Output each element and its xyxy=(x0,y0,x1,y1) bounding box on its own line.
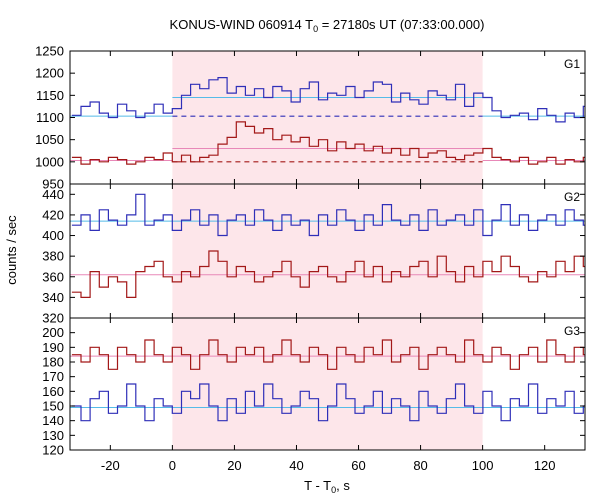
chart-title-suffix: = 27180s UT (07:33:00.000) xyxy=(318,17,484,32)
y-tick-label: 340 xyxy=(42,290,64,305)
x-tick-labels: -20 0 20 40 60 80 100 120 xyxy=(101,458,556,473)
y-tick-label: 1200 xyxy=(35,66,64,81)
g1-red-series-line xyxy=(71,121,585,165)
chart-title: KONUS-WIND 060914 T0 = 27180s UT (07:33:… xyxy=(170,17,485,34)
panel-label: G1 xyxy=(564,57,580,71)
y-tick-label: 1150 xyxy=(36,88,64,103)
x-tick-label: 20 xyxy=(227,458,241,473)
y-tick-label: 1050 xyxy=(35,132,64,147)
g3-red-series-line xyxy=(71,339,585,370)
x-tick-label: 60 xyxy=(351,458,365,473)
y-tick-label: 400 xyxy=(42,228,64,243)
y-tick-label: 1000 xyxy=(35,154,64,169)
y-tick-label: 180 xyxy=(42,355,64,370)
panel-label: G3 xyxy=(564,324,580,338)
y-tick-label: 380 xyxy=(42,249,64,264)
x-tick-label: 40 xyxy=(289,458,303,473)
g1-blue-series-line xyxy=(71,77,585,123)
y-tick-label: 360 xyxy=(42,269,64,284)
x-axis-label-subscript: 0 xyxy=(331,485,336,495)
y-tick-label: 440 xyxy=(42,187,64,202)
x-tick-label: -20 xyxy=(101,458,120,473)
x-axis-label: T - T0, s xyxy=(304,478,350,495)
y-tick-label: 150 xyxy=(42,399,64,414)
panels: 950100010501100115012001250G132034036038… xyxy=(35,44,586,473)
y-axis-label: counts / sec xyxy=(4,215,19,285)
y-tick-label: 950 xyxy=(42,177,64,192)
x-tick-label: 100 xyxy=(472,458,494,473)
x-axis-label-prefix: T - T xyxy=(304,478,331,493)
panel-2: 320 340 360 380 400 420 440 G2 xyxy=(42,183,586,326)
y-tick-label: 140 xyxy=(42,413,64,428)
x-axis-label-suffix: , s xyxy=(336,478,350,493)
y-tick-label: 160 xyxy=(42,384,64,399)
y-tick-label: 1100 xyxy=(36,110,64,125)
y-tick-label: 200 xyxy=(42,325,64,340)
burst-interval-shading xyxy=(172,184,483,318)
y-tick-label: 170 xyxy=(42,369,64,384)
burst-interval-shading xyxy=(172,318,483,450)
y-tick-label: 320 xyxy=(42,311,64,326)
g2-blue-series-line xyxy=(71,193,585,237)
chart-title-subscript: 0 xyxy=(313,24,318,34)
y-tick-label: 420 xyxy=(42,207,64,222)
burst-interval-shading xyxy=(172,51,483,184)
chart-title-prefix: KONUS-WIND 060914 T xyxy=(170,17,314,32)
y-tick-label: 190 xyxy=(42,340,64,355)
panel-frame xyxy=(69,317,586,451)
x-tick-label: 80 xyxy=(413,458,427,473)
y-tick-label: 120 xyxy=(42,443,64,458)
x-tick-label: 120 xyxy=(534,458,556,473)
g3-blue-series-line xyxy=(71,383,585,422)
x-tick-label: 0 xyxy=(169,458,176,473)
y-tick-label: 1250 xyxy=(35,44,64,59)
y-tick-label: 130 xyxy=(42,428,64,443)
panel-label: G2 xyxy=(564,190,580,204)
panel-1: 950 1000 1050 1100 1150 1200 1250 G1 xyxy=(35,44,586,192)
g2-red-series-line xyxy=(71,250,585,298)
